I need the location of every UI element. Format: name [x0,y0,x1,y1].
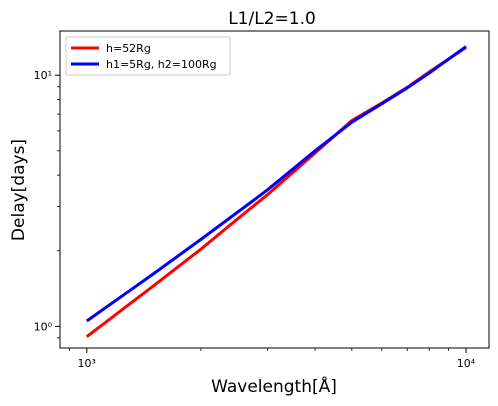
legend-label-2: h1=5Rg, h2=100Rg [106,58,217,71]
series-layer [85,45,467,338]
plot-frame [59,30,490,349]
y-axis-label: Delay[days] [9,139,29,241]
legend-label-1: h=52Rg [106,42,151,55]
series-line-1 [85,46,467,338]
axis-ticks: 10³ 10⁴ 10⁰ 10¹ [34,69,476,370]
x-tick-label: 10⁴ [457,357,476,370]
legend: h=52Rg h1=5Rg, h2=100Rg [65,36,231,76]
x-tick-label: 10³ [78,357,96,370]
y-tick-label: 10¹ [34,69,52,82]
y-tick-label: 10⁰ [34,320,53,333]
x-axis-label: Wavelength[Å] [211,375,337,397]
series-line-2 [85,45,467,323]
chart-title: L1/L2=1.0 [228,9,316,29]
legend-box [65,36,231,76]
